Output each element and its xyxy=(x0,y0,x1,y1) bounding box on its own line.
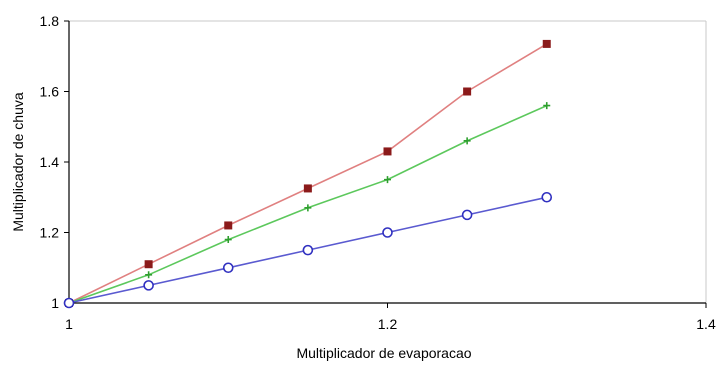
y-tick-label: 1.4 xyxy=(40,154,60,170)
data-point-circle xyxy=(143,280,154,291)
data-point-circle xyxy=(382,227,393,238)
data-point-plus xyxy=(224,236,232,244)
x-axis-label: Multiplicador de evaporacao xyxy=(296,345,471,361)
x-tick-label: 1 xyxy=(65,316,73,332)
data-point-plus xyxy=(145,271,153,279)
data-point-plus xyxy=(384,176,391,184)
data-point-circle xyxy=(461,209,473,221)
y-axis-label: Multiplicador de chuva xyxy=(10,92,26,232)
y-tick-label: 1.6 xyxy=(40,84,60,100)
data-point-square xyxy=(542,39,551,48)
axes: 1 1.2 1.4 1.6 1.8 1 1.2 1.4 xyxy=(40,13,716,332)
x-tick-label: 1.4 xyxy=(696,316,716,332)
data-point-circle xyxy=(302,244,314,256)
data-point-circle xyxy=(222,262,234,274)
data-point-circle xyxy=(63,297,75,309)
data-point-square xyxy=(303,184,312,193)
data-point-square xyxy=(463,87,472,96)
series-layer xyxy=(63,39,553,309)
data-point-square xyxy=(144,260,153,269)
data-point-square xyxy=(224,221,233,230)
data-point-circle xyxy=(541,191,553,203)
series-3 xyxy=(63,191,553,309)
y-tick-label: 1 xyxy=(51,295,59,311)
y-tick-label: 1.2 xyxy=(40,225,60,241)
data-point-plus xyxy=(463,137,471,145)
x-tick-label: 1.2 xyxy=(378,316,398,332)
data-point-plus xyxy=(304,204,312,212)
plot-area xyxy=(69,20,707,303)
y-tick-label: 1.8 xyxy=(40,13,60,29)
data-point-plus xyxy=(543,102,551,110)
data-point-square xyxy=(383,147,392,156)
